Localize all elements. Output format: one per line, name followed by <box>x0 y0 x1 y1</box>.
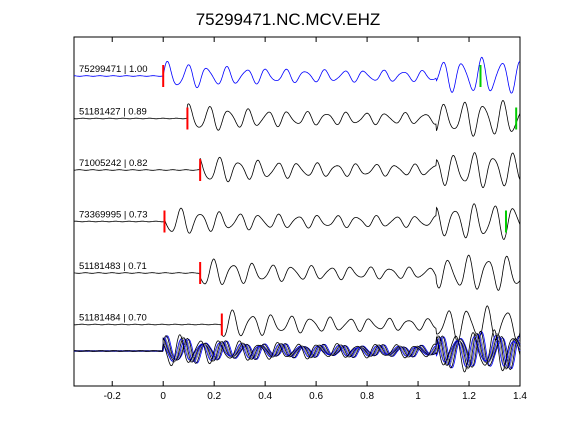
x-tick-label: 1.4 <box>513 391 527 402</box>
trace-label: 51181484 | 0.70 <box>79 313 147 324</box>
trace-6 <box>74 305 521 343</box>
stacked-trace <box>74 329 521 373</box>
trace-labels: 75299471 | 1.00 51181427 | 0.89 71005242 |… <box>79 64 148 324</box>
trace-label: 51181483 | 0.71 <box>79 261 147 272</box>
traces-layer <box>73 56 521 373</box>
trace-label: 75299471 | 1.00 <box>79 64 148 75</box>
trace-1 <box>73 56 521 94</box>
trace-4 <box>73 203 521 240</box>
x-axis: -0.2 0 0.2 0.4 0.6 0.8 1 1.2 1.4 <box>104 37 527 402</box>
x-tick-label: 0.6 <box>309 391 323 402</box>
trace-label: 51181427 | 0.89 <box>79 107 147 118</box>
x-tick-label: 1 <box>415 391 421 402</box>
trace-label: 71005242 | 0.82 <box>79 158 148 169</box>
x-tick-label: -0.2 <box>104 391 122 402</box>
trace-3 <box>74 152 521 189</box>
trace-label: 73369995 | 0.73 <box>79 210 148 221</box>
trace-2 <box>74 100 521 137</box>
x-tick-label: 0.8 <box>360 391 374 402</box>
x-tick-label: 0.4 <box>258 391 272 402</box>
trace-5 <box>73 254 521 291</box>
x-tick-label: 0 <box>160 391 166 402</box>
x-tick-label: 0.2 <box>207 391 221 402</box>
plot-frame <box>73 36 521 387</box>
x-tick-label: 1.2 <box>462 391 476 402</box>
chart-title: 75299471.NC.MCV.EHZ <box>196 10 381 29</box>
